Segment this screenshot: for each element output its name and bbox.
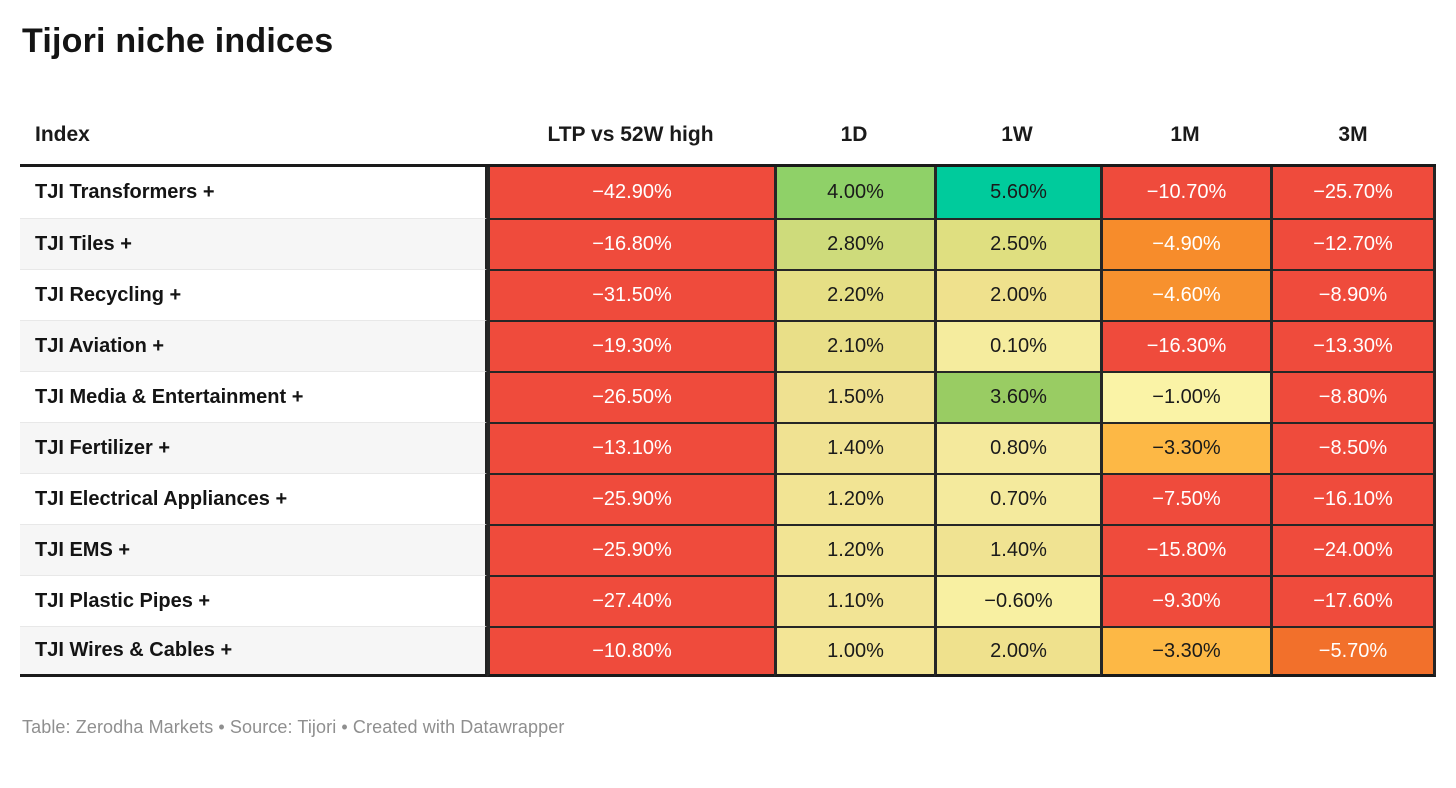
value-cell: −1.00% <box>1100 371 1270 422</box>
value-cell: 1.10% <box>774 575 934 626</box>
table-row: TJI Fertilizer + −13.10% 1.40% 0.80% −3.30% −… <box>20 422 1436 473</box>
index-name-tji-electrical-appliances: TJI Electrical Appliances + <box>20 473 487 524</box>
attribution-footer: Table: Zerodha Markets • Source: Tijori … <box>22 717 565 737</box>
value-cell: −3.30% <box>1100 422 1270 473</box>
value-cell: 0.10% <box>934 320 1100 371</box>
value-cell: −25.90% <box>487 524 774 575</box>
value-cell: −16.10% <box>1270 473 1436 524</box>
column-header-ltp-vs-52w-high: LTP vs 52W high <box>487 105 774 167</box>
value-cell: 4.00% <box>774 167 934 218</box>
value-cell: 0.70% <box>934 473 1100 524</box>
index-name-tji-aviation: TJI Aviation + <box>20 320 487 371</box>
value-cell: 3.60% <box>934 371 1100 422</box>
value-cell: 1.40% <box>934 524 1100 575</box>
table-row: TJI Electrical Appliances + −25.90% 1.20% 0… <box>20 473 1436 524</box>
value-cell: −13.30% <box>1270 320 1436 371</box>
value-cell: −0.60% <box>934 575 1100 626</box>
column-header-3m: 3M <box>1270 105 1436 167</box>
value-cell: 1.40% <box>774 422 934 473</box>
value-cell: −8.90% <box>1270 269 1436 320</box>
value-cell: −25.70% <box>1270 167 1436 218</box>
index-name-tji-recycling: TJI Recycling + <box>20 269 487 320</box>
value-cell: −31.50% <box>487 269 774 320</box>
value-cell: −15.80% <box>1100 524 1270 575</box>
value-cell: −24.00% <box>1270 524 1436 575</box>
value-cell: 2.10% <box>774 320 934 371</box>
table-row: TJI Wires & Cables + −10.80% 1.00% 2.00% −3.… <box>20 626 1436 677</box>
value-cell: −4.90% <box>1100 218 1270 269</box>
value-cell: −7.50% <box>1100 473 1270 524</box>
value-cell: −25.90% <box>487 473 774 524</box>
value-cell: 0.80% <box>934 422 1100 473</box>
value-cell: −12.70% <box>1270 218 1436 269</box>
value-cell: −16.30% <box>1100 320 1270 371</box>
table-header: Index LTP vs 52W high 1D 1W 1M 3M <box>20 105 1436 167</box>
value-cell: 1.20% <box>774 473 934 524</box>
value-cell: −3.30% <box>1100 626 1270 677</box>
page-title: Tijori niche indices <box>22 22 334 60</box>
value-cell: −8.80% <box>1270 371 1436 422</box>
index-name-tji-ems: TJI EMS + <box>20 524 487 575</box>
table-row: TJI Transformers + −42.90% 4.00% 5.60% −10.7… <box>20 167 1436 218</box>
value-cell: 2.50% <box>934 218 1100 269</box>
header-row: Index LTP vs 52W high 1D 1W 1M 3M <box>20 105 1436 167</box>
value-cell: −10.70% <box>1100 167 1270 218</box>
datawrapper-table-graphic: Tijori niche indices Index LTP vs 52W hig… <box>0 22 1456 738</box>
value-cell: 1.00% <box>774 626 934 677</box>
table-row: TJI Tiles + −16.80% 2.80% 2.50% −4.90% −12.70… <box>20 218 1436 269</box>
value-cell: 5.60% <box>934 167 1100 218</box>
table-row: TJI Aviation + −19.30% 2.10% 0.10% −16.30% −1… <box>20 320 1436 371</box>
value-cell: 1.20% <box>774 524 934 575</box>
table-body: TJI Transformers + −42.90% 4.00% 5.60% −10.7… <box>20 167 1436 677</box>
column-header-1d: 1D <box>774 105 934 167</box>
index-name-tji-plastic-pipes: TJI Plastic Pipes + <box>20 575 487 626</box>
column-header-1w: 1W <box>934 105 1100 167</box>
value-cell: −10.80% <box>487 626 774 677</box>
value-cell: −19.30% <box>487 320 774 371</box>
column-header-1m: 1M <box>1100 105 1270 167</box>
value-cell: 1.50% <box>774 371 934 422</box>
value-cell: 2.20% <box>774 269 934 320</box>
value-cell: 2.00% <box>934 269 1100 320</box>
value-cell: −5.70% <box>1270 626 1436 677</box>
value-cell: −42.90% <box>487 167 774 218</box>
index-name-tji-wires-cables: TJI Wires & Cables + <box>20 626 487 677</box>
value-cell: −9.30% <box>1100 575 1270 626</box>
indices-table: Index LTP vs 52W high 1D 1W 1M 3M TJI Transfo… <box>20 105 1436 677</box>
table-row: TJI Recycling + −31.50% 2.20% 2.00% −4.60% −8… <box>20 269 1436 320</box>
value-cell: −4.60% <box>1100 269 1270 320</box>
index-name-tji-transformers: TJI Transformers + <box>20 167 487 218</box>
value-cell: −27.40% <box>487 575 774 626</box>
value-cell: 2.00% <box>934 626 1100 677</box>
index-name-tji-fertilizer: TJI Fertilizer + <box>20 422 487 473</box>
value-cell: −13.10% <box>487 422 774 473</box>
table-row: TJI Media & Entertainment + −26.50% 1.50% 3… <box>20 371 1436 422</box>
index-name-tji-tiles: TJI Tiles + <box>20 218 487 269</box>
column-header-index: Index <box>20 105 487 167</box>
table-row: TJI Plastic Pipes + −27.40% 1.10% −0.60% −9.… <box>20 575 1436 626</box>
value-cell: −8.50% <box>1270 422 1436 473</box>
value-cell: −26.50% <box>487 371 774 422</box>
index-name-tji-media-entertainment: TJI Media & Entertainment + <box>20 371 487 422</box>
value-cell: 2.80% <box>774 218 934 269</box>
value-cell: −16.80% <box>487 218 774 269</box>
table-row: TJI EMS + −25.90% 1.20% 1.40% −15.80% −24.00% <box>20 524 1436 575</box>
value-cell: −17.60% <box>1270 575 1436 626</box>
